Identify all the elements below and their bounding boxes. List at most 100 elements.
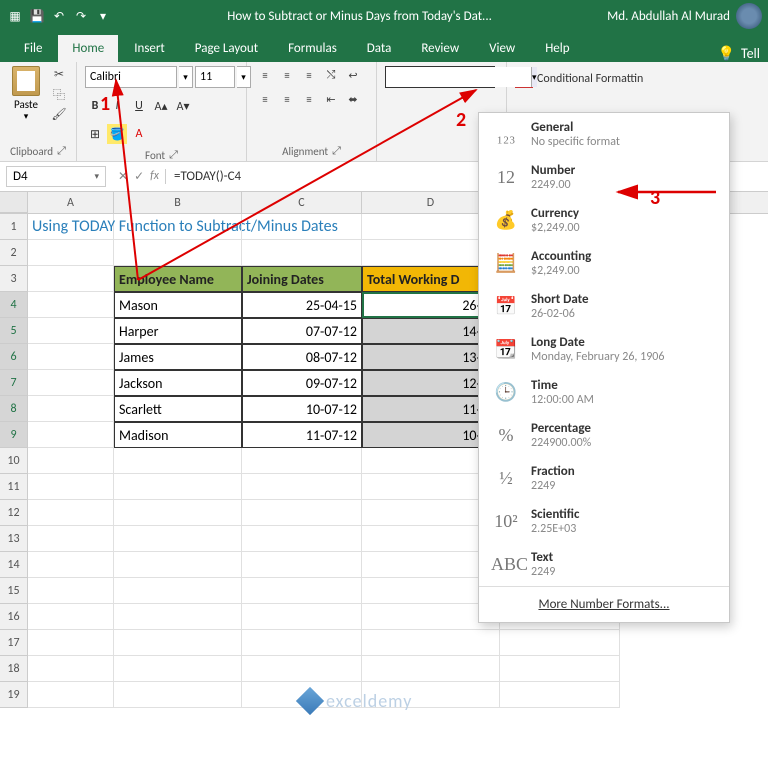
cell[interactable]: 10-07-12 <box>242 396 362 422</box>
lightbulb-icon[interactable]: 💡 <box>718 45 735 62</box>
fx-icon[interactable]: fx <box>150 169 159 184</box>
tab-formulas[interactable]: Formulas <box>274 35 351 62</box>
underline-button[interactable]: U <box>129 96 149 116</box>
tab-review[interactable]: Review <box>407 35 473 62</box>
number-format-combo[interactable]: ▾ <box>385 66 495 88</box>
number-format-option[interactable]: 📅 Short Date 26-02-06 <box>479 285 729 328</box>
row-header[interactable]: 3 <box>0 266 28 292</box>
decrease-indent-icon[interactable]: ⇤ <box>321 90 341 108</box>
font-color-icon[interactable]: A <box>129 124 149 144</box>
cell[interactable] <box>28 370 114 396</box>
cell[interactable]: Madison <box>114 422 242 448</box>
number-format-input[interactable] <box>386 67 531 87</box>
align-middle-icon[interactable]: ≡ <box>277 66 297 84</box>
cell[interactable] <box>114 448 242 474</box>
cell[interactable] <box>242 214 362 240</box>
name-box[interactable]: D4 ▾ <box>6 166 106 187</box>
tab-help[interactable]: Help <box>531 35 583 62</box>
row-header[interactable]: 19 <box>0 682 28 708</box>
cell[interactable] <box>242 604 362 630</box>
cell[interactable] <box>114 630 242 656</box>
select-all-cell[interactable] <box>0 192 28 213</box>
format-painter-icon[interactable]: 🖌 <box>50 106 68 122</box>
row-header[interactable]: 15 <box>0 578 28 604</box>
cell[interactable]: 11-07-12 <box>242 422 362 448</box>
cell[interactable] <box>114 682 242 708</box>
cell[interactable] <box>242 630 362 656</box>
cell[interactable] <box>114 656 242 682</box>
cell[interactable] <box>28 500 114 526</box>
dialog-launcher-icon[interactable]: ⤢ <box>332 144 341 158</box>
cell[interactable] <box>28 292 114 318</box>
qat-more-icon[interactable]: ▾ <box>94 7 112 25</box>
undo-icon[interactable]: ↶ <box>50 7 68 25</box>
wrap-text-icon[interactable]: ↩ <box>343 66 363 84</box>
border-icon[interactable]: ⊞ <box>85 124 105 144</box>
number-format-option[interactable]: ABC Text 2249 <box>479 543 729 586</box>
cell[interactable]: Harper <box>114 318 242 344</box>
cell[interactable] <box>28 578 114 604</box>
row-header[interactable]: 4 <box>0 292 28 318</box>
number-format-option[interactable]: % Percentage 224900.00% <box>479 414 729 457</box>
user-avatar[interactable] <box>736 3 762 29</box>
number-format-dropdown-icon[interactable]: ▾ <box>531 67 537 87</box>
font-name-dropdown-icon[interactable]: ▾ <box>179 66 193 88</box>
number-format-option[interactable]: 🧮 Accounting $2,249.00 <box>479 242 729 285</box>
cell[interactable] <box>28 656 114 682</box>
cell[interactable] <box>242 656 362 682</box>
redo-icon[interactable]: ↷ <box>72 7 90 25</box>
row-header[interactable]: 2 <box>0 240 28 266</box>
row-header[interactable]: 11 <box>0 474 28 500</box>
row-header[interactable]: 5 <box>0 318 28 344</box>
cell[interactable] <box>28 604 114 630</box>
number-format-option[interactable]: 🕒 Time 12:00:00 AM <box>479 371 729 414</box>
orientation-icon[interactable]: ⤭ <box>321 66 341 84</box>
row-header[interactable]: 9 <box>0 422 28 448</box>
cell[interactable] <box>114 474 242 500</box>
row-header[interactable]: 16 <box>0 604 28 630</box>
cell[interactable]: Mason <box>114 292 242 318</box>
cell[interactable] <box>500 682 620 708</box>
cell[interactable] <box>114 578 242 604</box>
cell[interactable] <box>28 240 114 266</box>
cell[interactable] <box>242 552 362 578</box>
paste-button[interactable]: Paste ▾ <box>8 66 44 122</box>
cell[interactable] <box>114 604 242 630</box>
cell[interactable] <box>28 682 114 708</box>
col-header-b[interactable]: B <box>114 192 242 213</box>
cell[interactable] <box>28 474 114 500</box>
chevron-down-icon[interactable]: ▾ <box>24 111 29 122</box>
cell[interactable]: 25-04-15 <box>242 292 362 318</box>
font-size-combo[interactable] <box>195 66 235 88</box>
cell[interactable] <box>500 630 620 656</box>
align-right-icon[interactable]: ≡ <box>299 90 319 108</box>
cell[interactable]: 08-07-12 <box>242 344 362 370</box>
number-format-option[interactable]: ½ Fraction 2249 <box>479 457 729 500</box>
number-format-option[interactable]: 10² Scientific 2.25E+03 <box>479 500 729 543</box>
tab-home[interactable]: Home <box>58 35 118 62</box>
fill-color-icon[interactable]: 🪣 <box>107 124 127 144</box>
cell[interactable]: Jackson <box>114 370 242 396</box>
row-header[interactable]: 10 <box>0 448 28 474</box>
cancel-icon[interactable]: ✕ <box>118 169 128 184</box>
cell[interactable] <box>362 656 500 682</box>
number-format-option[interactable]: 💰 Currency $2,249.00 <box>479 199 729 242</box>
tab-page-layout[interactable]: Page Layout <box>181 35 272 62</box>
number-format-option[interactable]: 📆 Long Date Monday, February 26, 1906 <box>479 328 729 371</box>
cell[interactable] <box>114 552 242 578</box>
merge-icon[interactable]: ⬌ <box>343 90 363 108</box>
row-header[interactable]: 6 <box>0 344 28 370</box>
cell[interactable] <box>28 552 114 578</box>
row-header[interactable]: 18 <box>0 656 28 682</box>
cell[interactable] <box>500 656 620 682</box>
cell[interactable] <box>114 500 242 526</box>
cell[interactable]: 07-07-12 <box>242 318 362 344</box>
cell[interactable] <box>114 214 242 240</box>
font-name-combo[interactable] <box>85 66 177 88</box>
align-center-icon[interactable]: ≡ <box>277 90 297 108</box>
col-header-a[interactable]: A <box>28 192 114 213</box>
save-icon[interactable]: 💾 <box>28 7 46 25</box>
row-header[interactable]: 1 <box>0 214 28 240</box>
more-number-formats-link[interactable]: More Number Formats... <box>479 586 729 622</box>
conditional-formatting-button[interactable]: Conditional Formattin <box>515 66 760 88</box>
